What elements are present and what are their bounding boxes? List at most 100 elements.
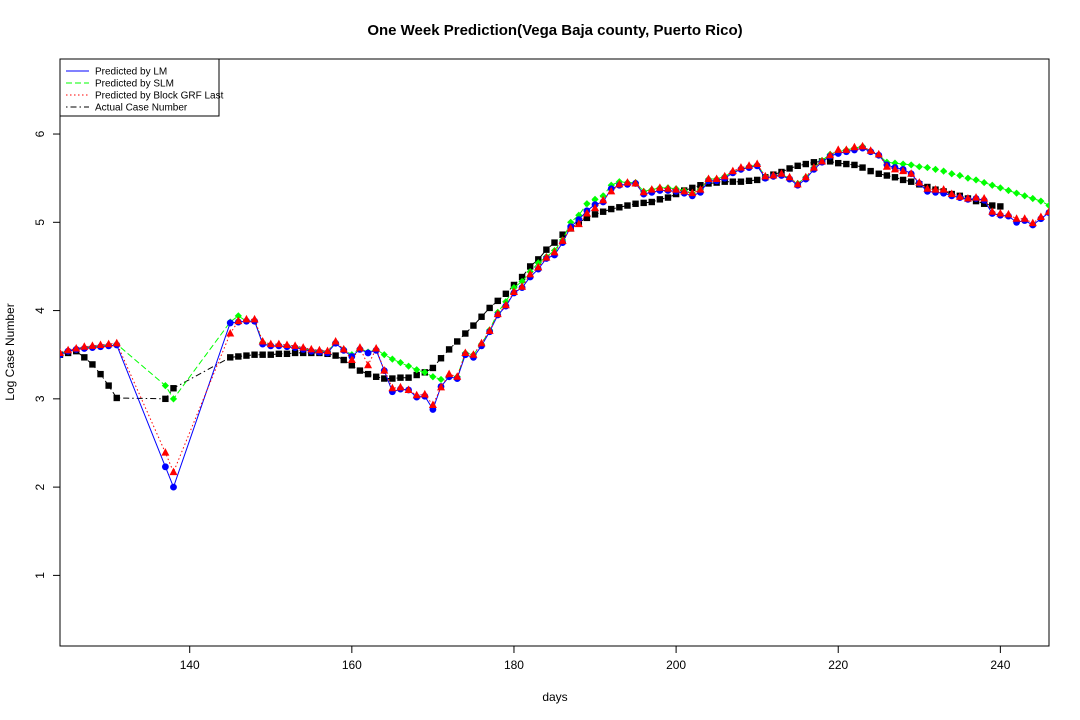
point-predicted-by-block-grf-last <box>355 343 364 351</box>
point-predicted-by-block-grf-last <box>526 269 535 278</box>
y-tick-label: 1 <box>33 572 47 579</box>
point-predicted-by-block-grf-last <box>809 163 818 171</box>
point-actual-case-number <box>810 159 818 166</box>
x-tick-label: 220 <box>828 658 848 672</box>
point-predicted-by-slm <box>996 184 1004 192</box>
point-predicted-by-block-grf-last <box>663 184 672 192</box>
point-actual-case-number <box>591 211 599 218</box>
x-axis-label: days <box>542 690 567 704</box>
point-actual-case-number <box>648 198 655 206</box>
point-actual-case-number <box>583 214 591 222</box>
point-predicted-by-block-grf-last <box>226 329 235 337</box>
point-actual-case-number <box>389 375 396 382</box>
point-predicted-by-slm <box>1012 189 1021 197</box>
point-predicted-by-block-grf-last <box>753 159 762 168</box>
point-predicted-by-block-grf-last <box>437 382 446 391</box>
point-actual-case-number <box>454 338 461 345</box>
point-predicted-by-block-grf-last <box>801 172 810 181</box>
point-actual-case-number <box>616 204 623 211</box>
point-predicted-by-block-grf-last <box>931 185 940 193</box>
y-tick-label: 3 <box>33 395 47 402</box>
plot-series-layer <box>60 141 1049 491</box>
point-predicted-by-slm <box>1037 197 1045 205</box>
point-predicted-by-block-grf-last <box>972 193 981 201</box>
point-predicted-by-block-grf-last <box>266 339 275 348</box>
y-axis-label: Log Case Number <box>3 303 17 400</box>
point-predicted-by-block-grf-last <box>639 187 648 196</box>
point-predicted-by-slm <box>413 366 421 374</box>
x-axis: 140 160 180 200 220 240 <box>180 646 1011 672</box>
point-predicted-by-block-grf-last <box>428 400 437 409</box>
point-predicted-by-block-grf-last <box>728 166 737 175</box>
point-actual-case-number <box>835 159 842 167</box>
point-predicted-by-block-grf-last <box>534 262 543 271</box>
point-predicted-by-block-grf-last <box>331 336 340 345</box>
point-actual-case-number <box>980 200 988 207</box>
point-predicted-by-slm <box>972 176 980 184</box>
point-predicted-by-block-grf-last <box>623 178 632 186</box>
point-actual-case-number <box>413 371 420 379</box>
point-actual-case-number <box>559 231 566 238</box>
x-tick-label: 140 <box>180 658 200 672</box>
point-predicted-by-block-grf-last <box>372 344 381 352</box>
x-tick-label: 200 <box>666 658 686 672</box>
point-predicted-by-block-grf-last <box>404 385 413 394</box>
point-predicted-by-slm <box>931 165 940 173</box>
point-actual-case-number <box>689 184 696 192</box>
point-predicted-by-block-grf-last <box>347 355 356 364</box>
point-predicted-by-block-grf-last <box>704 174 713 183</box>
point-predicted-by-block-grf-last <box>793 179 802 188</box>
point-predicted-by-block-grf-last <box>882 162 891 170</box>
point-predicted-by-lm <box>161 463 169 471</box>
point-actual-case-number <box>632 200 639 207</box>
point-predicted-by-block-grf-last <box>712 174 721 183</box>
point-predicted-by-block-grf-last <box>696 185 705 193</box>
point-predicted-by-block-grf-last <box>250 314 259 323</box>
point-predicted-by-block-grf-last <box>761 171 770 180</box>
point-predicted-by-block-grf-last <box>874 149 883 158</box>
point-actual-case-number <box>291 349 299 357</box>
point-predicted-by-block-grf-last <box>88 341 97 349</box>
point-predicted-by-slm <box>907 161 915 169</box>
point-predicted-by-block-grf-last <box>988 207 997 215</box>
point-actual-case-number <box>89 361 96 368</box>
point-predicted-by-block-grf-last <box>323 346 332 355</box>
point-predicted-by-block-grf-last <box>80 342 89 350</box>
point-predicted-by-block-grf-last <box>866 146 875 154</box>
point-actual-case-number <box>113 394 120 402</box>
point-predicted-by-block-grf-last <box>161 448 170 456</box>
point-predicted-by-block-grf-last <box>469 350 478 358</box>
point-predicted-by-block-grf-last <box>1036 212 1045 221</box>
point-predicted-by-block-grf-last <box>818 156 827 165</box>
series-line-predicted-by-block-grf-last <box>60 145 1049 474</box>
point-predicted-by-block-grf-last <box>1045 207 1049 215</box>
legend-label: Predicted by Block GRF Last <box>95 91 224 102</box>
point-predicted-by-lm <box>170 483 177 491</box>
point-predicted-by-block-grf-last <box>542 253 551 261</box>
point-predicted-by-block-grf-last <box>655 183 664 191</box>
point-actual-case-number <box>340 356 347 364</box>
point-predicted-by-block-grf-last <box>745 161 754 169</box>
point-predicted-by-block-grf-last <box>890 164 899 173</box>
point-actual-case-number <box>502 290 510 297</box>
point-actual-case-number <box>786 165 793 172</box>
point-actual-case-number <box>737 178 745 185</box>
point-actual-case-number <box>624 202 631 209</box>
point-predicted-by-block-grf-last <box>680 186 689 195</box>
point-actual-case-number <box>299 349 307 357</box>
point-predicted-by-slm <box>988 181 996 189</box>
y-tick-label: 6 <box>33 130 47 137</box>
point-predicted-by-block-grf-last <box>720 171 729 180</box>
point-predicted-by-block-grf-last <box>453 372 462 380</box>
x-tick-label: 160 <box>342 658 362 672</box>
point-actual-case-number <box>356 367 364 374</box>
point-actual-case-number <box>899 176 907 184</box>
point-predicted-by-block-grf-last <box>104 339 113 348</box>
point-actual-case-number <box>851 161 858 169</box>
point-actual-case-number <box>494 297 501 305</box>
point-actual-case-number <box>729 178 737 185</box>
point-actual-case-number <box>162 395 169 403</box>
point-predicted-by-block-grf-last <box>258 336 267 345</box>
point-predicted-by-block-grf-last <box>582 208 591 217</box>
